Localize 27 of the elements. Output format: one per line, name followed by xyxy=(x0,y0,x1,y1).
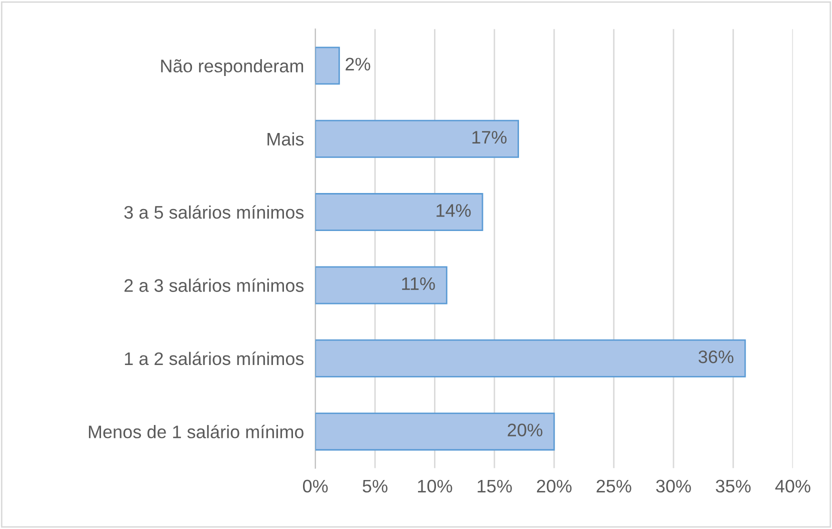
bar xyxy=(315,266,448,304)
bar xyxy=(315,412,555,451)
bar xyxy=(315,193,484,232)
x-tick-label: 35% xyxy=(716,480,751,493)
x-tick-label: 40% xyxy=(775,480,810,493)
data-label: 20% xyxy=(508,424,542,436)
x-tick-label: 20% xyxy=(536,480,572,493)
data-label: 36% xyxy=(698,350,734,364)
x-tick-label: 30% xyxy=(656,480,691,493)
data-label: 17% xyxy=(472,131,507,144)
bar xyxy=(315,46,340,85)
data-label: 14% xyxy=(436,204,471,217)
y-tick-label: Mais xyxy=(268,132,304,146)
y-tick-label: Menos de 1 salário mínimo xyxy=(88,424,304,438)
y-tick-label: 2 a 3 salários mínimos xyxy=(124,278,304,292)
bar xyxy=(315,120,519,158)
data-label: 2% xyxy=(346,58,370,70)
bar xyxy=(315,339,746,378)
x-tick-label: 25% xyxy=(596,480,632,493)
y-tick-label: Não responderam xyxy=(161,59,304,76)
y-tick-label: 3 a 5 salários mínimos xyxy=(124,205,304,219)
x-tick-label: 15% xyxy=(478,480,512,493)
data-label: 11% xyxy=(402,277,435,290)
x-tick-label: 5% xyxy=(362,480,388,493)
x-tick-label: 10% xyxy=(418,480,452,493)
x-tick-label: 0% xyxy=(302,480,328,493)
y-tick-label: 1 a 2 salários mínimos xyxy=(124,352,304,366)
